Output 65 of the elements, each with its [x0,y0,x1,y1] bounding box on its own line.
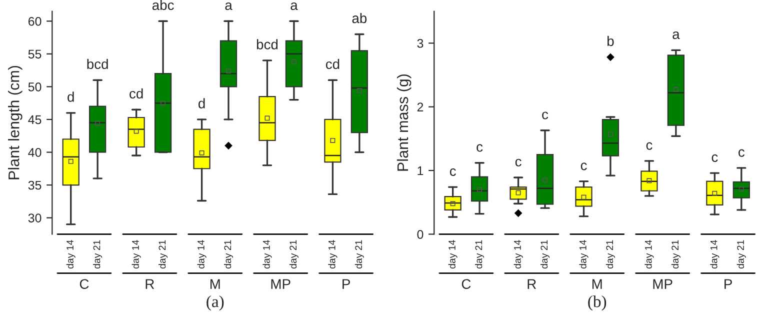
y-axis-title: Plant mass (g) [396,74,412,171]
y-tick-label: 35 [28,180,42,190]
y-tick-label: 50 [28,82,42,92]
annotation: c [738,149,744,157]
text: (b) [588,295,606,311]
text: (a) [206,295,224,311]
x-tick-label: day 21 [354,240,364,269]
annotation: d [68,92,74,102]
annotation: a [672,31,680,40]
x-tick-label: day 14 [197,240,206,269]
annotation: c [646,142,652,150]
text: R [528,279,536,289]
x-tick-label: day 21 [540,240,550,269]
x-tick-label: day 14 [448,240,458,269]
text: P [342,279,350,289]
text: P [724,279,732,289]
x-tick-label: day 21 [289,240,298,269]
annotation: c [542,112,548,120]
x-tick-label: day 21 [224,240,234,269]
text: a [225,2,232,10]
y-tick-label: 30 [28,214,42,222]
x-tick-label: day 21 [736,240,746,269]
text: R [146,279,154,289]
x-tick-label: day 14 [262,240,272,269]
y-tick-label: 2 [417,102,424,112]
x-tick-label: day 14 [710,240,720,269]
x-tick-label: day 14 [514,240,523,269]
x-tick-label: day 21 [158,240,168,269]
annotation: c [476,144,483,152]
text: C [80,279,89,289]
text: MP [653,279,672,289]
x-tick-label: day 14 [66,240,76,269]
annotation: b [608,36,614,46]
annotation: bcd [87,58,108,70]
y-tick-label: 1 [418,166,424,176]
annotation: c [712,154,718,162]
x-tick-label: day 21 [606,240,615,269]
x-tick-label: day 21 [475,240,484,269]
annotation: cd [130,88,143,99]
y-axis-title: Plant length (cm) [8,66,22,180]
text: abc [152,0,174,10]
annotation: c [450,168,456,176]
y-tick-label: 45 [28,115,42,124]
x-tick-label: day 14 [644,240,654,269]
annotation: bcd [256,39,278,50]
text: MP [271,279,290,289]
text: a [290,2,298,10]
y-tick-label: 3 [417,38,424,48]
text: C [462,279,471,289]
y-tick-label: 55 [28,50,42,59]
y-tick-label: 0 [417,230,424,239]
annotation: ab [352,12,367,24]
y-tick-label: 40 [28,148,42,157]
text: M [592,279,602,289]
x-tick-label: day 14 [132,240,141,269]
annotation: cd [326,58,340,70]
x-tick-label: day 14 [328,240,338,269]
annotation: c [515,158,522,166]
y-tick-label: 60 [28,16,42,26]
text: M [210,279,220,289]
annotation: c [580,162,587,170]
x-tick-label: day 14 [579,240,588,269]
x-tick-label: day 21 [93,240,102,269]
annotation: d [198,98,205,108]
x-tick-label: day 21 [671,240,680,269]
